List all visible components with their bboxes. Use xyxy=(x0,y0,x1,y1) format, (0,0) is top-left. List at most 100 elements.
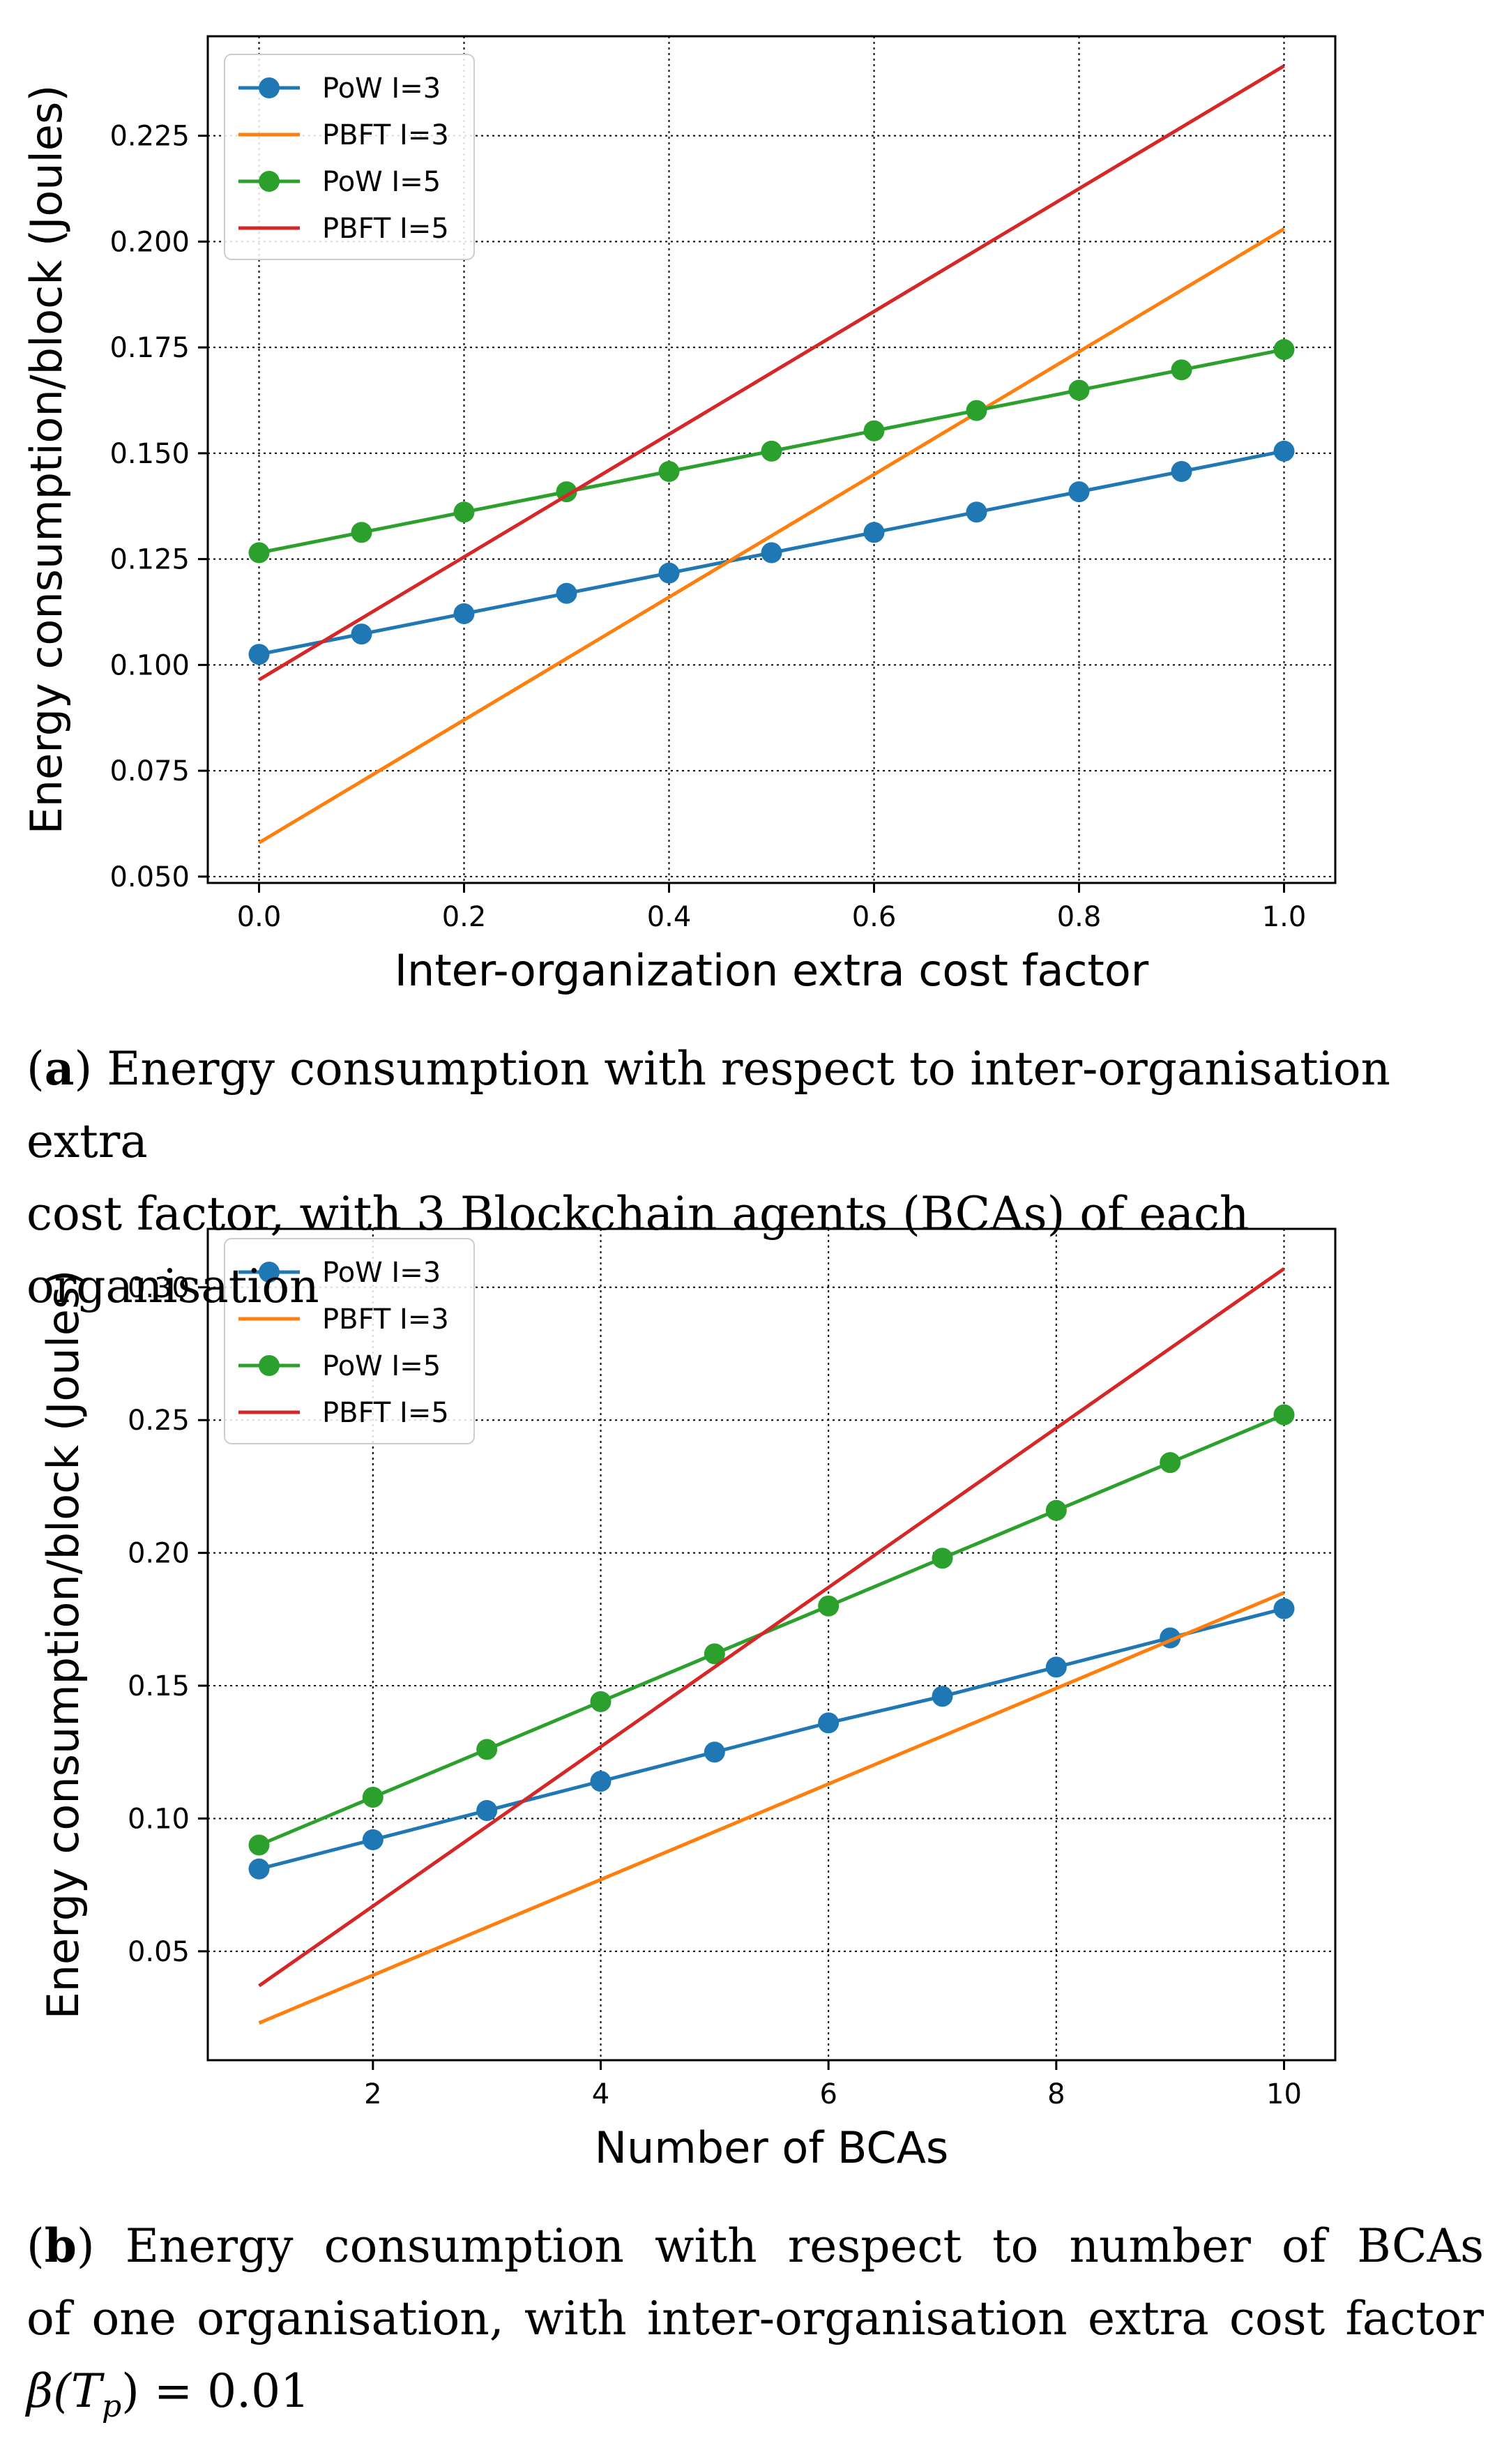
data-point xyxy=(556,582,577,604)
plot-frame xyxy=(206,1227,1337,2062)
data-point xyxy=(761,440,782,462)
y-tick-label: 0.175 xyxy=(109,332,190,364)
legend-label: PBFT I=3 xyxy=(322,119,449,151)
data-point xyxy=(761,542,782,564)
data-point xyxy=(704,1741,725,1763)
data-point xyxy=(1171,460,1192,482)
legend-label: PoW I=5 xyxy=(322,166,441,198)
data-point xyxy=(476,1739,498,1760)
data-point xyxy=(453,603,475,624)
y-tick-label: 0.05 xyxy=(128,1936,190,1968)
series-line-4 xyxy=(258,1267,1285,1988)
y-tick-label: 0.150 xyxy=(109,438,190,470)
legend-box xyxy=(224,1238,475,1444)
y-tick-label: 0.100 xyxy=(109,649,190,681)
series-line-3 xyxy=(258,1413,1285,1847)
data-point xyxy=(658,460,680,482)
y-axis-label: Energy consumption/block (Joules) xyxy=(38,1270,89,2020)
y-axis-label: Energy consumption/block (Joules) xyxy=(21,85,72,835)
data-point xyxy=(863,522,885,543)
data-point xyxy=(932,1686,953,1707)
data-point xyxy=(966,400,987,421)
plot-frame xyxy=(206,35,1337,884)
x-axis-label: Inter-organization extra cost factor xyxy=(395,945,1149,996)
caption-b: (b) Energy consumption with respect to n… xyxy=(26,2209,1484,2443)
x-tick-label: 0.0 xyxy=(237,901,282,933)
legend-marker xyxy=(259,77,280,98)
caption-b-text1: ) Energy consumption with respect to num… xyxy=(76,2219,1484,2273)
legend-label: PBFT I=5 xyxy=(322,1397,449,1429)
data-point xyxy=(1273,440,1295,462)
legend-marker xyxy=(259,1262,280,1283)
y-tick-label: 0.200 xyxy=(109,226,190,258)
series-line-2 xyxy=(258,1591,1285,2025)
data-point xyxy=(590,1771,612,1792)
y-tick-label: 0.30 xyxy=(128,1272,190,1304)
caption-b-value: ) = 0.01 xyxy=(121,2364,310,2418)
data-point xyxy=(1068,379,1090,401)
data-point xyxy=(1068,481,1090,503)
data-point xyxy=(863,420,885,441)
caption-a-letter: a xyxy=(44,1041,75,1096)
data-point xyxy=(1160,1452,1181,1474)
data-point xyxy=(818,1595,840,1617)
y-tick-label: 0.225 xyxy=(109,121,190,153)
x-tick-label: 0.8 xyxy=(1057,901,1102,933)
data-point xyxy=(351,522,372,543)
caption-b-letter: b xyxy=(44,2219,77,2273)
legend-marker xyxy=(259,171,280,192)
x-tick-label: 6 xyxy=(819,2078,837,2110)
data-point xyxy=(362,1829,384,1850)
data-point xyxy=(248,1834,270,1856)
data-point xyxy=(248,542,270,564)
series-line-1 xyxy=(258,1607,1285,1871)
x-tick-label: 2 xyxy=(364,2078,381,2110)
data-point xyxy=(1045,1656,1067,1678)
data-point xyxy=(1171,359,1192,381)
y-tick-label: 0.25 xyxy=(128,1405,190,1437)
x-tick-label: 0.4 xyxy=(647,901,692,933)
data-point xyxy=(966,501,987,523)
y-tick-label: 0.15 xyxy=(128,1670,190,1702)
caption-b-line1: (b) Energy consumption with respect to n… xyxy=(26,2219,1484,2273)
y-tick-label: 0.20 xyxy=(128,1538,190,1570)
caption-a-line1: (a) Energy consumption with respect to i… xyxy=(26,1041,1391,1168)
data-point xyxy=(476,1800,498,1822)
series-line-4 xyxy=(258,64,1285,681)
legend-label: PBFT I=3 xyxy=(322,1303,449,1336)
legend-label: PoW I=5 xyxy=(322,1350,441,1382)
data-point xyxy=(453,501,475,523)
legend-label: PoW I=3 xyxy=(322,1257,441,1289)
data-point xyxy=(932,1548,953,1569)
legend-box xyxy=(224,54,475,260)
caption-b-sub: p xyxy=(101,2389,122,2425)
data-point xyxy=(590,1691,612,1712)
x-tick-label: 4 xyxy=(592,2078,609,2110)
data-point xyxy=(1273,339,1295,361)
x-tick-label: 0.6 xyxy=(852,901,897,933)
data-point xyxy=(362,1786,384,1808)
data-point xyxy=(248,644,270,665)
caption-b-beta: β(T xyxy=(26,2364,102,2418)
data-point xyxy=(248,1858,270,1880)
legend-marker xyxy=(259,1355,280,1376)
y-tick-label: 0.10 xyxy=(128,1803,190,1835)
caption-a-line2: cost factor, with 3 Blockchain agents (B… xyxy=(26,1187,1250,1313)
x-tick-label: 1.0 xyxy=(1262,901,1307,933)
caption-b-line2: of one organisation, with inter-organisa… xyxy=(26,2292,1484,2345)
caption-a-text1: ) Energy consumption with respect to int… xyxy=(26,1042,1391,1168)
series-line-2 xyxy=(258,227,1285,845)
data-point xyxy=(351,623,372,645)
y-tick-label: 0.075 xyxy=(109,755,190,787)
data-point xyxy=(818,1712,840,1734)
chart-b: 2 4 6 8 10 0.05 0.10 0.15 0.20 0.25 0.30 Number of … xyxy=(38,1227,1337,2173)
x-tick-label: 10 xyxy=(1266,2078,1302,2110)
data-point xyxy=(704,1643,725,1665)
data-point xyxy=(1045,1499,1067,1521)
data-point xyxy=(1273,1404,1295,1426)
legend-label: PBFT I=5 xyxy=(322,213,449,245)
legend-label: PoW I=3 xyxy=(322,73,441,105)
y-tick-label: 0.125 xyxy=(109,544,190,576)
x-axis-label: Number of BCAs xyxy=(595,2122,949,2173)
data-point xyxy=(1273,1598,1295,1619)
